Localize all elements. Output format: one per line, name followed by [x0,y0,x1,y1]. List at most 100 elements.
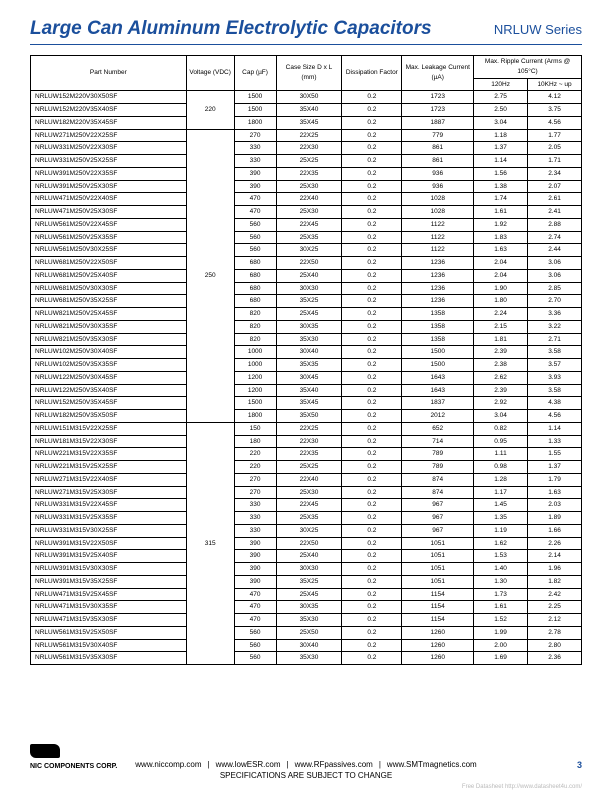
cell-value: 1.11 [474,448,528,461]
cell-value: 30X40 [276,346,342,359]
table-row: NRLUW331M315V30X25SF33030X250.29671.191.… [31,524,582,537]
cell-part: NRLUW331M315V22X45SF [31,499,187,512]
table-row: NRLUW681M250V25X40SF68025X400.212362.043… [31,269,582,282]
cell-part: NRLUW391M315V35X25SF [31,575,187,588]
cell-part: NRLUW271M315V22X40SF [31,473,187,486]
cell-value: 35X30 [276,652,342,665]
table-row: NRLUW821M250V35X30SF82035X300.213581.812… [31,333,582,346]
table-row: NRLUW102M250V30X40SF100030X400.215002.39… [31,346,582,359]
footer-link: www.niccomp.com [135,760,201,769]
col-part: Part Number [31,56,187,91]
cell-value: 0.2 [342,435,402,448]
cell-part: NRLUW471M315V35X30SF [31,614,187,627]
table-row: NRLUW561M250V30X25SF56030X250.211221.632… [31,244,582,257]
cell-value: 390 [234,537,276,550]
cell-value: 22X30 [276,435,342,448]
cell-value: 779 [402,129,474,142]
cell-value: 0.2 [342,244,402,257]
cell-value: 30X25 [276,244,342,257]
cell-value: 0.98 [474,461,528,474]
cell-value: 2.62 [474,371,528,384]
cell-value: 3.58 [528,346,582,359]
cell-value: 1643 [402,384,474,397]
cell-value: 22X30 [276,142,342,155]
table-row: NRLUW152M220V35X40SF150035X400.217232.50… [31,104,582,117]
table-row: NRLUW151M315V22X25SF31515022X250.26520.8… [31,422,582,435]
table-row: NRLUW331M315V25X35SF33025X350.29671.351.… [31,512,582,525]
table-row: NRLUW152M250V35X45SF150035X450.218372.92… [31,397,582,410]
cell-value: 2.39 [474,346,528,359]
cell-value: 2.36 [528,652,582,665]
cell-value: 789 [402,461,474,474]
table-row: NRLUW561M315V35X30SF56035X300.212601.692… [31,652,582,665]
cell-value: 1.80 [474,295,528,308]
cell-value: 1.30 [474,575,528,588]
cell-part: NRLUW102M250V35X35SF [31,359,187,372]
cell-value: 3.06 [528,257,582,270]
cell-value: 220 [234,461,276,474]
cell-value: 25X50 [276,626,342,639]
cell-value: 1.40 [474,563,528,576]
cell-value: 936 [402,180,474,193]
cell-value: 0.2 [342,486,402,499]
cell-value: 0.2 [342,626,402,639]
cell-value: 560 [234,244,276,257]
cell-value: 1.33 [528,435,582,448]
table-row: NRLUW561M315V25X50SF56025X500.212601.992… [31,626,582,639]
cell-value: 2.39 [474,384,528,397]
cell-value: 1.66 [528,524,582,537]
cell-value: 0.2 [342,155,402,168]
separator: | [379,760,381,769]
cell-value: 1837 [402,397,474,410]
cell-value: 35X45 [276,116,342,129]
cell-part: NRLUW681M250V25X40SF [31,269,187,282]
cell-value: 2.24 [474,308,528,321]
corp-name: NIC COMPONENTS CORP. [30,763,117,770]
col-df: Dissipation Factor [342,56,402,91]
cell-part: NRLUW681M250V30X30SF [31,282,187,295]
cell-value: 1.92 [474,218,528,231]
cell-value: 2.25 [528,601,582,614]
cell-value: 35X50 [276,410,342,423]
cell-part: NRLUW471M315V25X45SF [31,588,187,601]
cell-value: 680 [234,257,276,270]
cell-value: 1028 [402,206,474,219]
cell-value: 2.71 [528,333,582,346]
cell-value: 0.2 [342,333,402,346]
cell-value: 1.37 [528,461,582,474]
table-row: NRLUW182M250V35X50SF180035X500.220123.04… [31,410,582,423]
cell-part: NRLUW122M250V30X45SF [31,371,187,384]
cell-value: 1.61 [474,206,528,219]
table-row: NRLUW561M250V25X35SF56025X350.211221.832… [31,231,582,244]
cell-value: 1723 [402,104,474,117]
cell-value: 390 [234,550,276,563]
cell-value: 25X30 [276,180,342,193]
cell-value: 22X40 [276,473,342,486]
cell-value: 2.74 [528,231,582,244]
cell-value: 0.2 [342,422,402,435]
cell-value: 0.2 [342,193,402,206]
cell-value: 1.53 [474,550,528,563]
cell-value: 1.56 [474,167,528,180]
cell-value: 1236 [402,269,474,282]
cell-value: 470 [234,601,276,614]
cell-value: 22X25 [276,129,342,142]
cell-value: 680 [234,269,276,282]
cell-voltage: 315 [186,422,234,664]
cell-value: 22X45 [276,218,342,231]
cell-value: 470 [234,206,276,219]
table-row: NRLUW391M315V35X25SF39035X250.210511.301… [31,575,582,588]
table-row: NRLUW391M250V25X30SF39025X300.29361.382.… [31,180,582,193]
table-row: NRLUW561M315V30X40SF56030X400.212602.002… [31,639,582,652]
cell-value: 0.2 [342,384,402,397]
cell-part: NRLUW271M250V22X25SF [31,129,187,142]
cell-value: 1.45 [474,499,528,512]
table-row: NRLUW271M315V22X40SF27022X400.28741.281.… [31,473,582,486]
cell-value: 270 [234,486,276,499]
cell-value: 0.2 [342,231,402,244]
cell-value: 0.2 [342,346,402,359]
table-row: NRLUW471M250V22X40SF47022X400.210281.742… [31,193,582,206]
cell-value: 390 [234,167,276,180]
logo-icon [30,744,60,758]
cell-value: 1236 [402,257,474,270]
